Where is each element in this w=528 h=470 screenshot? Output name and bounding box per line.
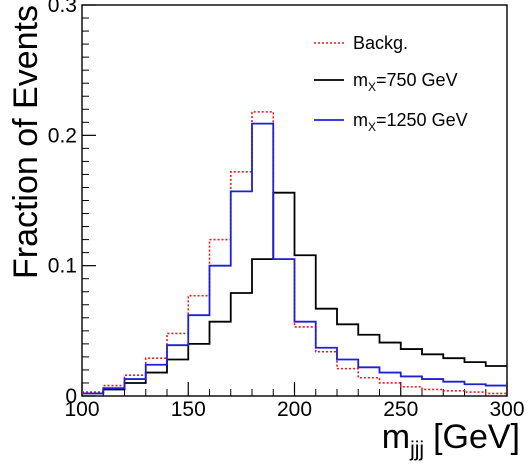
- x-axis-ticks: 100 150 200 250 300: [64, 382, 525, 421]
- series-layer: [82, 111, 507, 395]
- legend-label: mX=1250 GeV: [353, 110, 468, 134]
- legend: Backg. mX=750 GeV mX=1250 GeV: [314, 33, 468, 134]
- y-tick-label: 0: [65, 385, 77, 408]
- x-axis-title: mjjj [GeV]: [382, 418, 520, 461]
- y-axis-ticks: 0 0.1 0.2 0.3: [48, 0, 96, 408]
- x-tick-label: 200: [277, 398, 312, 421]
- series-line-1: [82, 191, 507, 395]
- legend-label: Backg.: [353, 33, 408, 53]
- x-axis-title-unit: [GeV]: [433, 418, 520, 456]
- x-tick-label: 150: [171, 398, 206, 421]
- x-tick-label: 100: [64, 398, 99, 421]
- y-tick-label: 0.2: [48, 124, 77, 147]
- y-tick-label: 0.1: [48, 255, 77, 278]
- y-tick-label: 0.3: [48, 0, 77, 17]
- x-axis-title-sub: jjj: [409, 438, 424, 461]
- x-tick-label: 250: [383, 398, 418, 421]
- series-line-2: [82, 122, 507, 395]
- legend-label: mX=750 GeV: [353, 70, 458, 94]
- x-axis-title-main: m: [382, 418, 410, 456]
- x-tick-label: 300: [489, 398, 524, 421]
- y-axis-title: Fraction of Events: [7, 5, 45, 279]
